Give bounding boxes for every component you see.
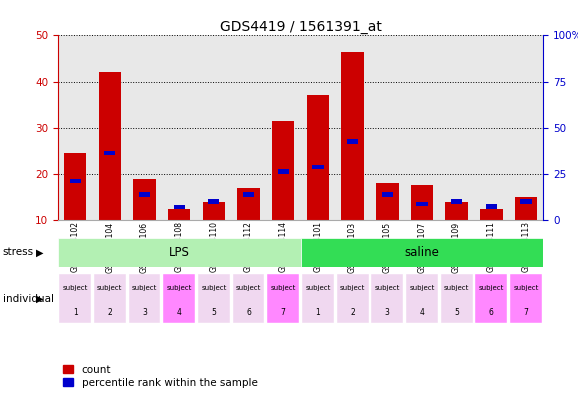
Bar [445,202,468,220]
Text: subject: subject [444,285,469,292]
Bar [104,151,116,156]
Bar [301,238,543,267]
Title: GDS4419 / 1561391_at: GDS4419 / 1561391_at [220,20,381,34]
Bar [347,139,358,144]
Bar [480,209,502,220]
Text: 7: 7 [281,309,286,318]
Bar [312,165,324,169]
Text: 1: 1 [316,309,320,318]
Text: subject: subject [132,285,157,292]
Text: ▶: ▶ [36,294,43,304]
Bar [416,202,428,206]
Bar [302,274,334,323]
Bar [232,274,265,323]
Bar [198,274,230,323]
Bar [306,95,329,220]
Bar [69,178,81,183]
Text: subject: subject [97,285,123,292]
Text: subject: subject [340,285,365,292]
Bar [163,274,195,323]
Bar [139,193,150,197]
Bar [410,185,434,220]
Bar [128,274,161,323]
Text: 4: 4 [177,309,181,318]
Bar [94,274,126,323]
Text: 5: 5 [454,309,459,318]
Text: 3: 3 [142,309,147,318]
Text: 3: 3 [385,309,390,318]
Text: 2: 2 [350,309,355,318]
Bar [451,199,462,204]
Bar [371,274,403,323]
Text: ▶: ▶ [36,247,43,257]
Bar [243,193,254,197]
Text: 7: 7 [524,309,528,318]
Bar [520,199,532,204]
Text: 2: 2 [108,309,112,318]
Bar [208,199,220,204]
Bar [133,178,155,220]
Bar [376,183,398,220]
Bar [514,197,538,220]
Bar [341,51,364,220]
Bar [58,238,301,267]
Text: subject: subject [479,285,504,292]
Text: individual: individual [3,294,54,304]
Text: subject: subject [201,285,227,292]
Bar [272,121,294,220]
Text: 5: 5 [212,309,216,318]
Bar [202,202,225,220]
Bar [406,274,438,323]
Text: 4: 4 [420,309,424,318]
Text: subject: subject [375,285,400,292]
Text: 6: 6 [489,309,494,318]
Text: 6: 6 [246,309,251,318]
Text: saline: saline [405,246,439,259]
Text: subject: subject [236,285,261,292]
Bar [168,209,191,220]
Bar [277,169,289,174]
Text: stress: stress [3,247,34,257]
Bar [440,274,473,323]
Legend: count, percentile rank within the sample: count, percentile rank within the sample [63,365,258,388]
Bar [486,204,497,209]
Text: subject: subject [62,285,88,292]
Bar [64,153,87,220]
Text: subject: subject [271,285,296,292]
Text: subject: subject [166,285,192,292]
Text: LPS: LPS [169,246,190,259]
Text: 1: 1 [73,309,77,318]
Text: subject: subject [305,285,331,292]
Text: subject: subject [409,285,435,292]
Bar [267,274,299,323]
Bar [336,274,369,323]
Bar [381,193,393,197]
Bar [59,274,91,323]
Bar [510,274,542,323]
Text: subject: subject [513,285,539,292]
Bar [237,188,260,220]
Bar [173,205,185,209]
Bar [475,274,507,323]
Bar [98,72,121,220]
